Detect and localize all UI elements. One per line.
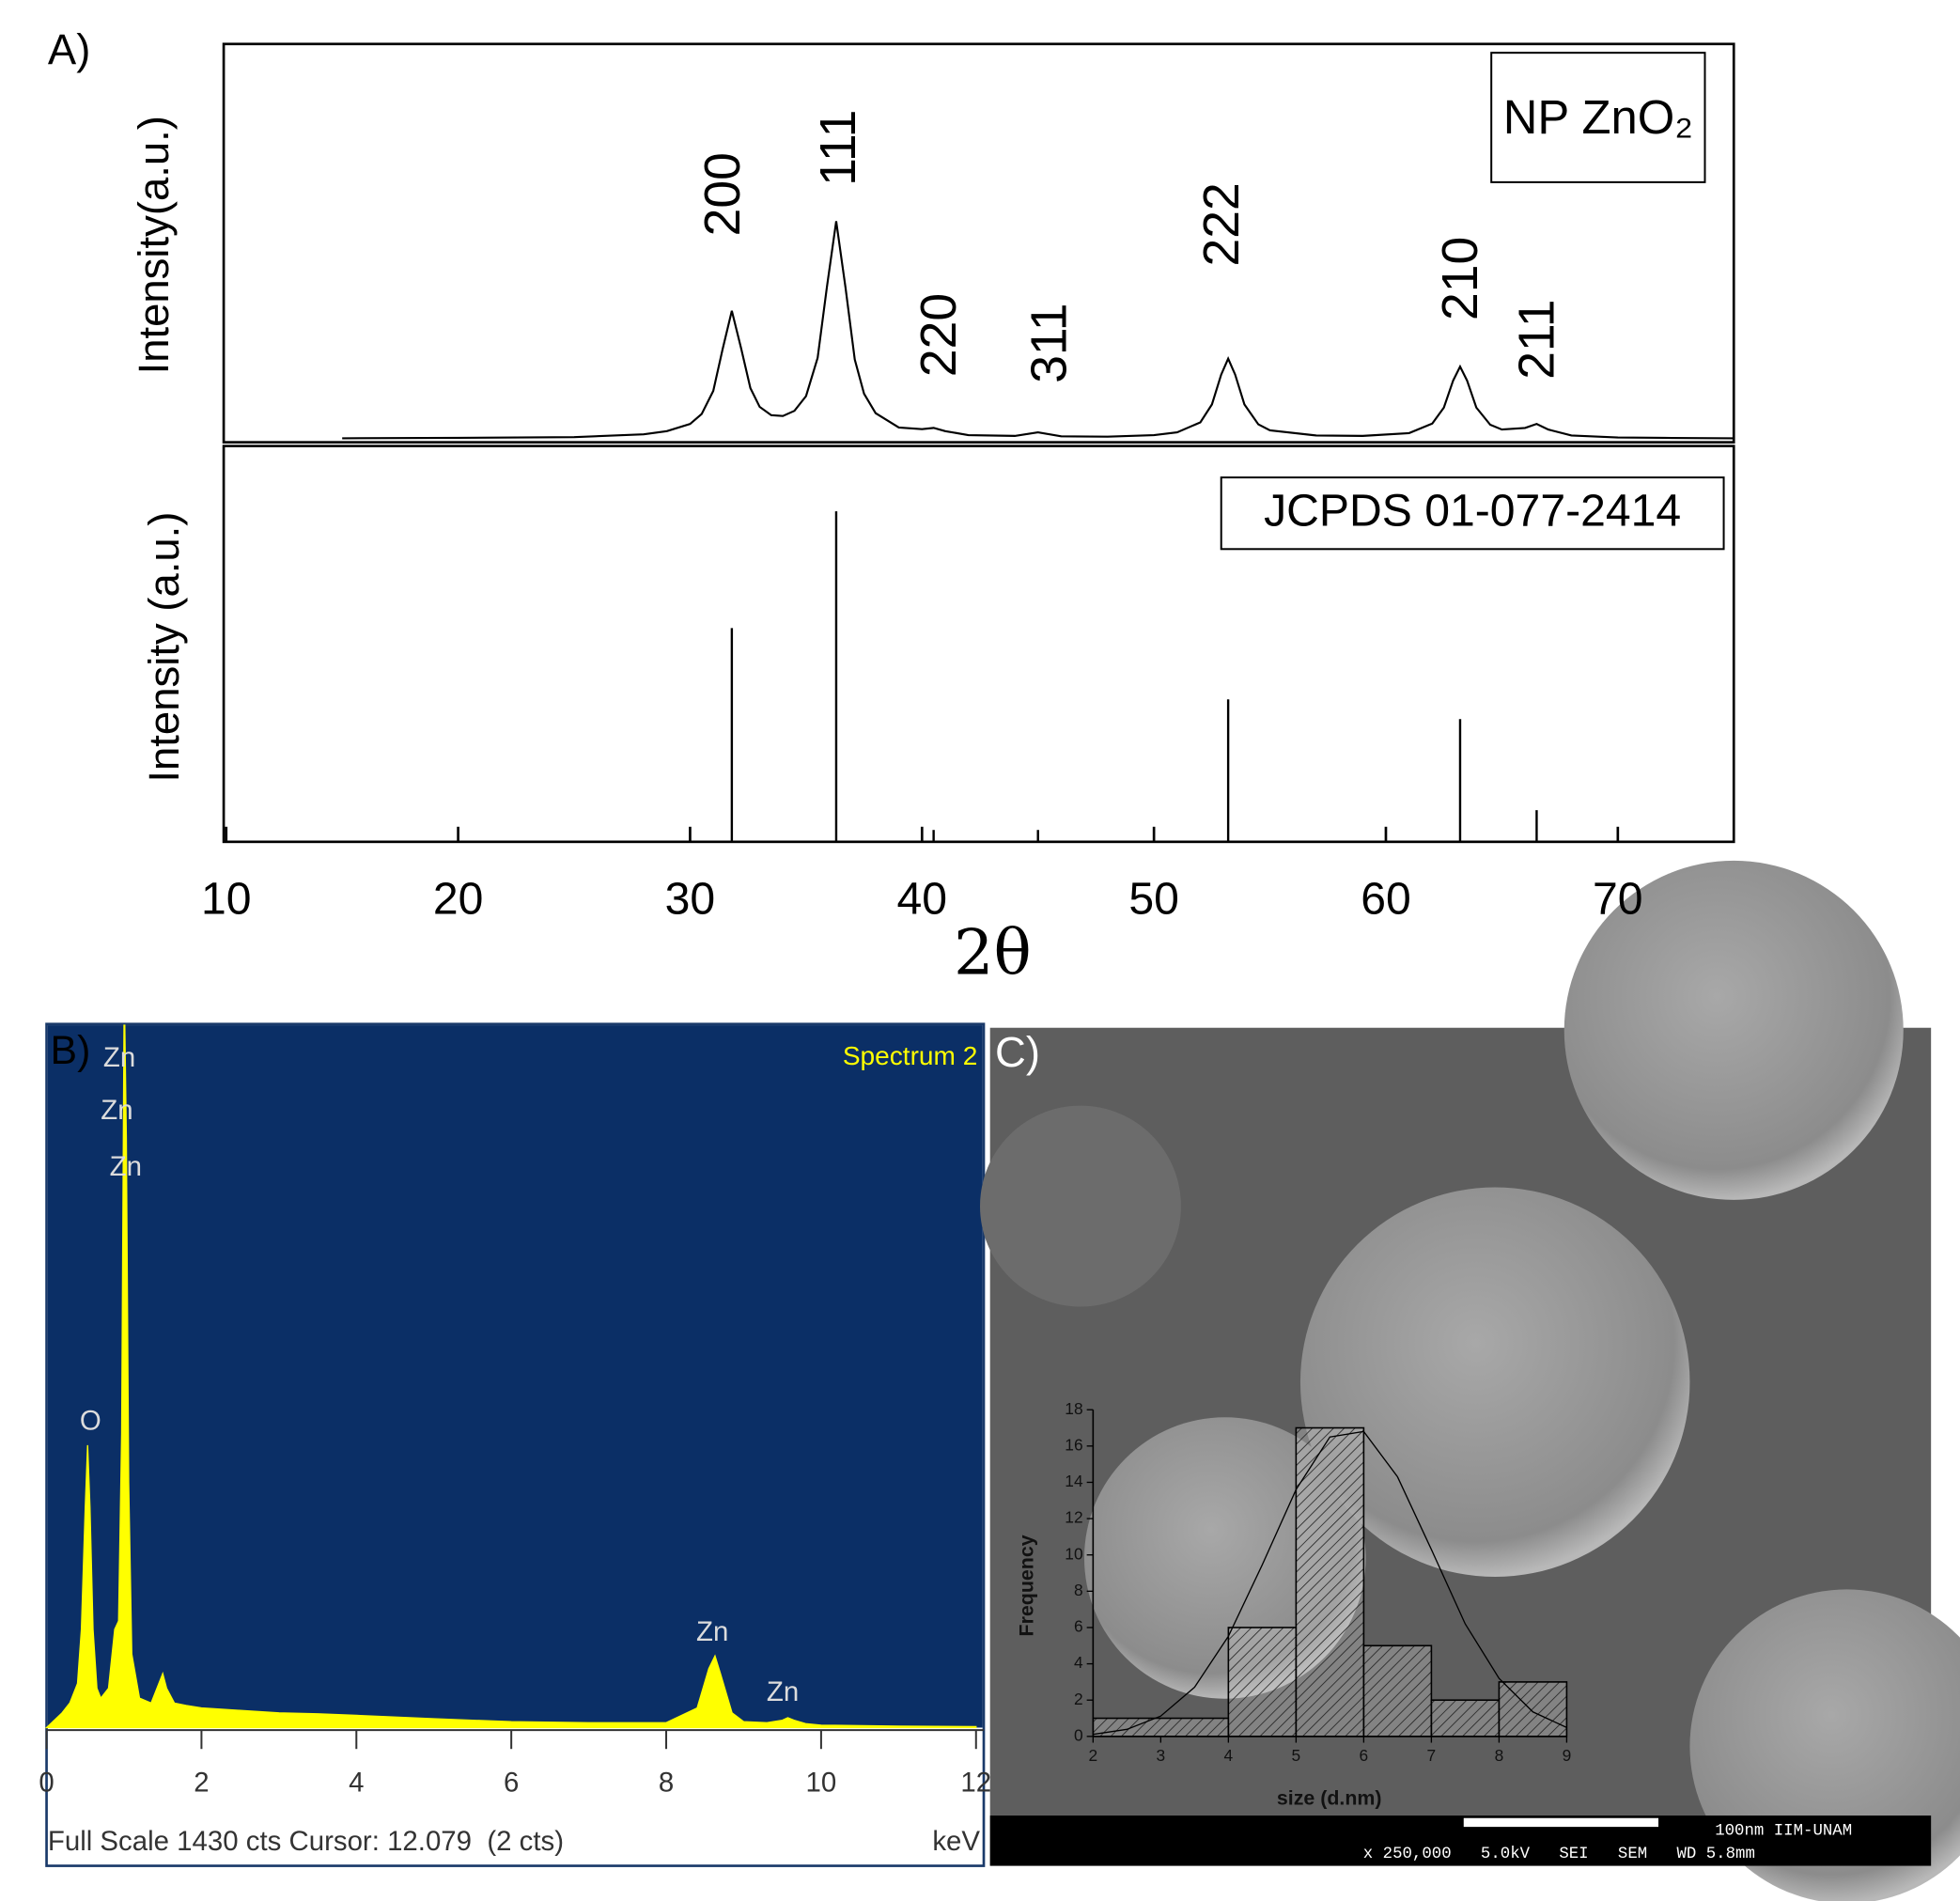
frame-bottom	[222, 444, 1735, 844]
x-axis-label: 2θ	[954, 915, 1032, 989]
sem-particle	[1563, 860, 1904, 1200]
x-tick-label: 3	[1157, 1746, 1166, 1765]
x-tick-label: 8	[1495, 1746, 1504, 1765]
x-tick-label: 40	[897, 874, 948, 925]
x-tick-label: 2	[1089, 1746, 1098, 1765]
y-tick-label: 14	[1065, 1472, 1083, 1490]
peak-label: 111	[811, 110, 866, 186]
histogram-bar	[1092, 1717, 1230, 1737]
x-tick-label: 10	[201, 874, 252, 925]
histogram-bar	[1295, 1426, 1365, 1737]
peak-label: 311	[1022, 304, 1078, 383]
legend-label: NP ZnO₂	[1503, 90, 1693, 144]
x-tick-label: 4	[1224, 1746, 1234, 1765]
legend-label: JCPDS 01-077-2414	[1264, 486, 1681, 537]
histogram-bar	[1498, 1681, 1568, 1737]
y-tick-label: 6	[1074, 1617, 1083, 1636]
x-tick-label: 0	[39, 1767, 54, 1798]
peak-label: 222	[1194, 182, 1250, 266]
peak-label: 200	[695, 152, 751, 236]
peak-label: 211	[1509, 300, 1564, 380]
y-tick-label: 8	[1074, 1581, 1083, 1599]
y-tick-label: 2	[1074, 1690, 1083, 1708]
sem-particle	[980, 1105, 1181, 1307]
xrd-line	[342, 221, 1734, 440]
x-tick-label: 2	[194, 1767, 209, 1798]
legend-box	[1490, 52, 1706, 183]
peak-label: Zn	[103, 1042, 135, 1073]
x-tick-label: 6	[1360, 1746, 1369, 1765]
y-tick-label: 0	[1074, 1725, 1083, 1744]
panel-label: B)	[51, 1028, 91, 1073]
peak-label: Zn	[767, 1676, 799, 1707]
histogram-bar	[1362, 1644, 1433, 1737]
peak-label: Zn	[101, 1095, 132, 1126]
x-tick-label: 60	[1361, 874, 1411, 925]
peak-label: 210	[1433, 237, 1488, 320]
histogram-bar	[1430, 1699, 1501, 1737]
x-tick-label: 7	[1427, 1746, 1437, 1765]
frame-top	[222, 42, 1735, 444]
y-axis-label: Intensity(a.u.)	[130, 116, 178, 374]
y-tick-label: 10	[1065, 1544, 1082, 1563]
spectrum-title: Spectrum 2	[843, 1041, 978, 1070]
sem-info-text: x 250,000 5.0kV SEI SEM WD 5.8mm	[1363, 1846, 1755, 1863]
peak-label: Zn	[110, 1151, 142, 1182]
x-tick-label: 50	[1128, 874, 1179, 925]
scale-bar	[1463, 1817, 1659, 1828]
x-tick-label: 10	[806, 1767, 837, 1798]
x-axis-label: keV	[932, 1826, 980, 1857]
fit-curve	[1093, 1430, 1567, 1736]
footer: Full Scale 1430 cts Cursor: 12.079 (2 ct…	[48, 1826, 564, 1857]
x-tick-label: 5	[1292, 1746, 1301, 1765]
peak-label: O	[80, 1405, 101, 1436]
x-axis-label: size (d.nm)	[1277, 1786, 1382, 1809]
sem-info-text: 100nm IIM-UNAM	[1715, 1823, 1852, 1841]
x-tick-label: 6	[504, 1767, 519, 1798]
y-axis-label: Frequency	[1015, 1535, 1037, 1636]
x-tick-label: 20	[433, 874, 484, 925]
y-tick-label: 12	[1065, 1508, 1082, 1527]
legend-box	[1220, 476, 1725, 551]
y-tick-label: 4	[1074, 1653, 1083, 1672]
panel-label: A)	[48, 25, 90, 73]
spectrum-background	[47, 1025, 983, 1728]
x-tick-label: 4	[349, 1767, 364, 1798]
x-tick-label: 9	[1563, 1746, 1572, 1765]
y-axis-label: Intensity (a.u.)	[140, 512, 188, 783]
spectrum-area	[44, 1024, 977, 1729]
histogram-bar	[1227, 1627, 1298, 1737]
sem-particle	[1299, 1187, 1690, 1578]
x-tick-label: 30	[665, 874, 716, 925]
peak-label: 220	[911, 293, 967, 377]
panel-label: C)	[995, 1028, 1040, 1076]
x-tick-label: 70	[1593, 874, 1643, 925]
y-tick-label: 16	[1065, 1435, 1082, 1454]
y-tick-label: 18	[1065, 1399, 1082, 1418]
sem-info-bar	[989, 1815, 1932, 1866]
x-tick-label: 8	[659, 1767, 674, 1798]
x-tick-label: 12	[960, 1767, 991, 1798]
peak-label: Zn	[696, 1616, 728, 1647]
